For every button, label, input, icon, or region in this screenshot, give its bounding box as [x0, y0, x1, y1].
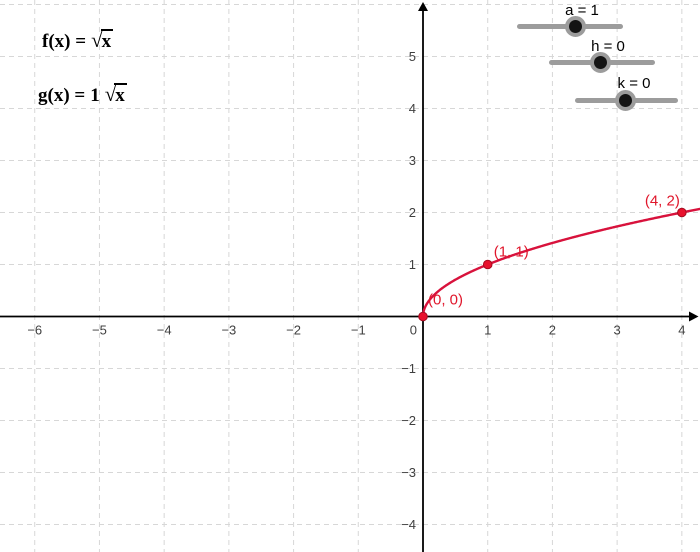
point-label: (4, 2): [645, 193, 680, 210]
curve-point[interactable]: [482, 259, 493, 270]
point-label: (1, 1): [494, 244, 529, 261]
slider-a-handle[interactable]: [565, 16, 586, 37]
formula-f: f(x) = √x: [42, 28, 114, 53]
slider-h-label: h = 0: [591, 38, 625, 55]
x-tick-label: 3: [614, 323, 621, 338]
slider-k-handle[interactable]: [615, 90, 636, 111]
formula-g-coef: 1: [90, 85, 100, 106]
y-tick-label: 2: [409, 205, 416, 220]
y-tick-label: 1: [409, 257, 416, 272]
x-tick-label: 0: [410, 323, 417, 338]
y-tick-label: 3: [409, 153, 416, 168]
formula-f-lhs: f(x) =: [42, 31, 87, 52]
x-tick-label: −1: [351, 323, 366, 338]
x-tick-label: 2: [549, 323, 556, 338]
radicand-g: x: [114, 83, 127, 106]
sqrt-expression-f: √x: [91, 28, 114, 52]
formula-g: g(x) = 1 √x: [38, 82, 127, 107]
curve-point[interactable]: [418, 311, 428, 322]
x-axis-arrow-icon: [689, 311, 699, 322]
x-tick-label: 1: [484, 323, 491, 338]
y-tick-label: −2: [401, 413, 416, 428]
y-tick-label: 5: [409, 49, 416, 64]
x-tick-label: −2: [286, 323, 301, 338]
slider-a-label: a = 1: [565, 2, 599, 19]
point-label: (0, 0): [428, 292, 463, 309]
sqrt-curve[interactable]: [421, 207, 700, 318]
radical-sign: √: [91, 28, 103, 52]
y-tick-label: −1: [401, 361, 416, 376]
y-axis-arrow-icon: [418, 2, 428, 11]
x-tick-label: −5: [92, 323, 107, 338]
curve-point[interactable]: [677, 207, 687, 218]
x-tick-label: 4: [678, 323, 685, 338]
slider-k-label: k = 0: [617, 75, 651, 92]
x-tick-label: −4: [157, 323, 172, 338]
sqrt-expression-g: √x: [104, 82, 127, 106]
radicand-f: x: [100, 29, 114, 52]
y-tick-label: 4: [409, 101, 416, 116]
radical-sign: √: [104, 82, 117, 106]
y-tick-label: −3: [401, 465, 416, 480]
formula-g-lhs: g(x) =: [38, 85, 86, 106]
slider-h-handle[interactable]: [590, 52, 611, 73]
x-tick-label: −6: [27, 323, 42, 338]
y-tick-label: −4: [401, 517, 416, 532]
x-tick-label: −3: [221, 323, 236, 338]
